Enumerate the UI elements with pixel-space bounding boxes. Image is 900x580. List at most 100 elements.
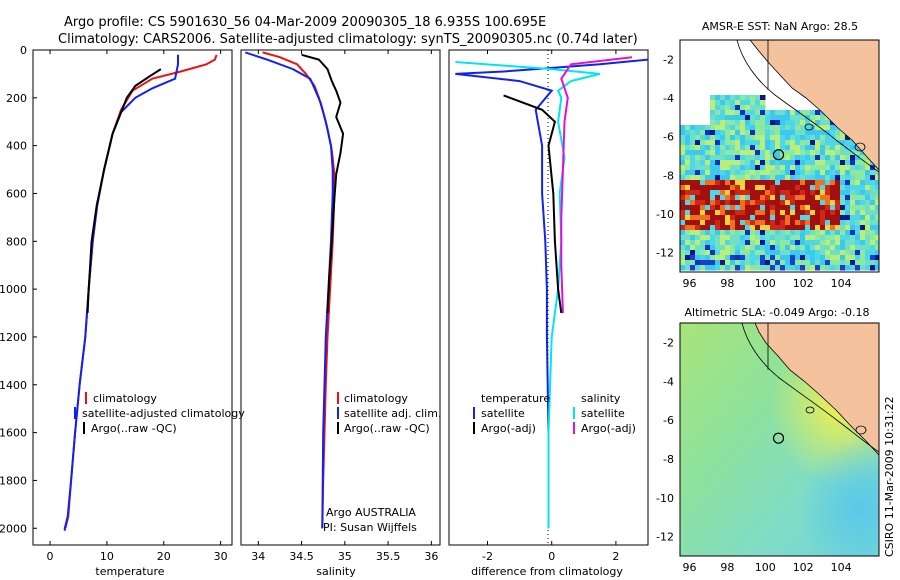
sst-cell [775,150,781,156]
sst-cell [845,190,851,196]
sst-cell [845,225,851,231]
sst-cell [770,230,776,236]
sst-cell [705,160,711,166]
sst-cell [795,170,801,176]
sst-cell [745,145,751,151]
sst-cell [800,135,806,141]
sst-cell [680,185,686,191]
sst-cell [835,165,841,171]
sst-cell [855,175,861,181]
sst-cell [700,180,706,186]
sst-cell [760,225,766,231]
sst-cell [685,205,691,211]
sst-cell [800,225,806,231]
sst-cell [815,175,821,181]
sst-cell [800,165,806,171]
sst-cell [800,130,806,136]
y-tick-label: 1200 [0,331,27,344]
sst-cell [855,245,861,251]
sst-cell [775,195,781,201]
sst-cell [860,155,866,161]
map-x-tick-label: 102 [793,277,814,290]
sst-cell [705,220,711,226]
sst-cell [725,180,731,186]
sst-cell [795,115,801,121]
sst-cell [770,180,776,186]
sst-cell [725,145,731,151]
sst-cell [710,170,716,176]
sst-cell [760,205,766,211]
sst-cell [800,245,806,251]
sst-cell [730,220,736,226]
sst-cell [710,215,716,221]
sst-cell [725,195,731,201]
sst-cell [680,220,686,226]
sst-cell [740,150,746,156]
salinity-lines [244,51,345,529]
temperature-xlabel: temperature [95,565,164,578]
sst-cell [820,265,826,271]
sst-cell [780,230,786,236]
sst-cell [720,100,726,106]
sst-cell [740,255,746,261]
sst-cell [780,175,786,181]
sst-cell [840,130,846,136]
sst-cell [770,115,776,121]
sst-cell [715,240,721,246]
sst-cell [745,95,751,101]
sst-cell [860,150,866,156]
sst-cell [860,265,866,271]
sst-cell [810,110,816,116]
sst-cell [845,140,851,146]
legend-header-temperature: temperature [481,392,550,405]
sst-cell [865,200,871,206]
sst-cell [815,160,821,166]
sst-cell [875,260,879,266]
sst-cell [740,120,746,126]
sst-cell [750,180,756,186]
sst-cell [735,245,741,251]
sst-cell [810,225,816,231]
sst-cell [800,200,806,206]
sst-cell [760,180,766,186]
sst-cell [860,220,866,226]
sst-cell [710,105,716,111]
sst-cell [850,215,856,221]
sst-cell [755,220,761,226]
sst-cell [855,235,861,241]
sst-cell [680,245,686,251]
sst-cell [835,160,841,166]
sst-cell [875,235,879,241]
sst-cell [710,220,716,226]
sst-cell [775,135,781,141]
sst-cell [745,135,751,141]
sst-cell [825,215,831,221]
sst-cell [690,210,696,216]
sst-cell [775,175,781,181]
sst-cell [745,155,751,161]
x-tick-label: 0 [548,550,555,563]
sst-cell [820,135,826,141]
sst-cell [815,145,821,151]
sst-cell [795,160,801,166]
sst-cell [720,245,726,251]
sst-cell [740,175,746,181]
sst-cell [805,115,811,121]
sst-cell [770,145,776,151]
sst-cell [875,170,879,176]
sst-cell [835,210,841,216]
sst-cell [725,215,731,221]
sst-cell [855,160,861,166]
sst-cell [720,220,726,226]
sst-cell [835,260,841,266]
sst-cell [775,265,781,271]
sst-cell [760,135,766,141]
sst-cell [790,205,796,211]
sst-cell [700,205,706,211]
sst-cell [715,195,721,201]
sst-cell [810,180,816,186]
sst-cell [815,215,821,221]
sst-cell [705,140,711,146]
sst-cell [710,135,716,141]
sst-cell [790,175,796,181]
